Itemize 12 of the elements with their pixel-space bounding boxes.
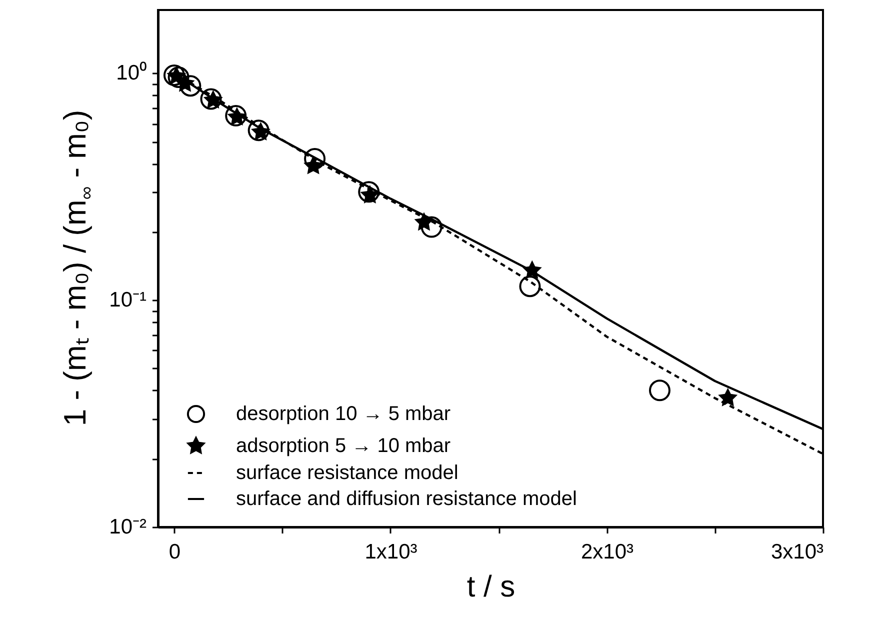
x-axis-title: t / s (466, 570, 516, 604)
y-tick-label: 10⁰ (116, 62, 146, 85)
y-tick-label: 10⁻² (109, 516, 146, 538)
x-tick-label: 1x10³ (364, 540, 418, 564)
legend-label: adsorption 5 → 10 mbar (236, 435, 451, 457)
x-tick-label: 0 (168, 540, 181, 564)
x-tick-label: 2x10³ (580, 540, 634, 564)
legend-label: desorption 10 → 5 mbar (236, 403, 451, 425)
y-tick-label: 10⁻¹ (109, 288, 146, 312)
legend-label: surface resistance model (236, 462, 458, 484)
x-tick-label: 3x10³ (770, 540, 824, 564)
legend-label: surface and diffusion resistance model (236, 488, 577, 510)
